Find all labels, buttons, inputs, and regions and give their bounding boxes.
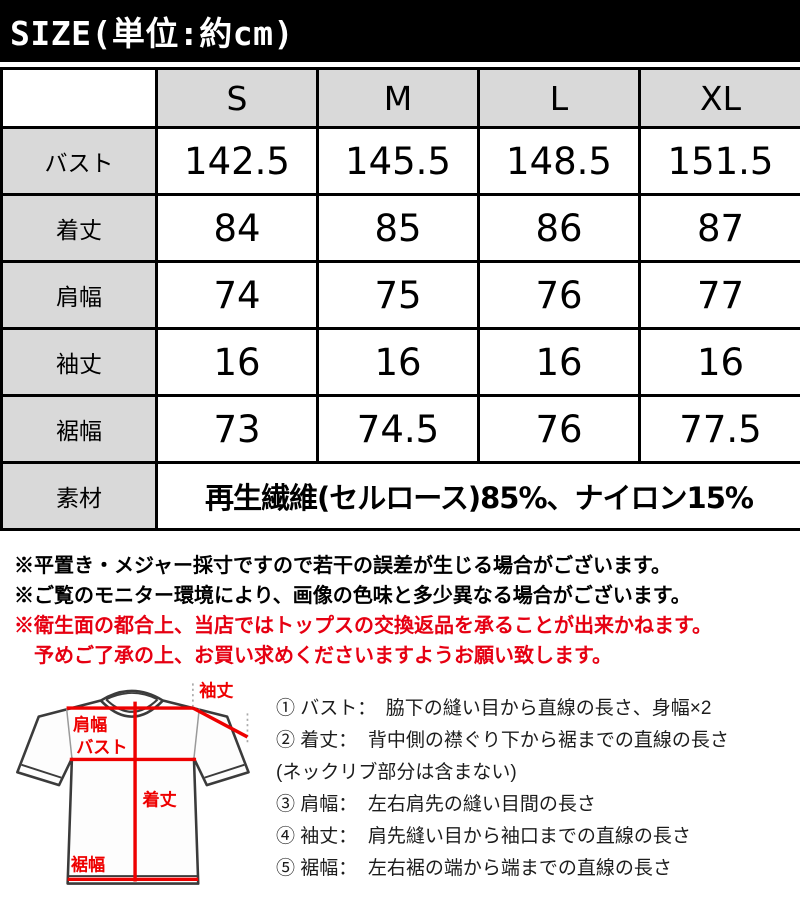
cell-sleeve-xl: 16 <box>640 329 800 396</box>
cell-shoulder-s: 74 <box>157 262 318 329</box>
row-label-material: 素材 <box>2 463 157 530</box>
guide-line-hem: ⑤ 裾幅： 左右裾の端から端までの直線の長さ <box>276 853 729 885</box>
table-corner-cell <box>2 69 157 128</box>
cell-length-xl: 87 <box>640 195 800 262</box>
cell-shoulder-l: 76 <box>479 262 640 329</box>
column-header-m: M <box>318 69 479 128</box>
measure-guide: ① バスト： 脇下の縫い目から直線の長さ、身幅×2 ② 着丈： 背中側の襟ぐり下… <box>276 677 729 910</box>
cell-hem-s: 73 <box>157 396 318 463</box>
cell-sleeve-l: 16 <box>479 329 640 396</box>
row-label-shoulder: 肩幅 <box>2 262 157 329</box>
guide-line-sleeve: ④ 袖丈： 肩先縫い目から袖口までの直線の長さ <box>276 821 729 853</box>
cell-sleeve-s: 16 <box>157 329 318 396</box>
bust-label: バスト <box>76 738 127 757</box>
cell-hem-m: 74.5 <box>318 396 479 463</box>
shoulder-label: 肩幅 <box>73 715 107 735</box>
tshirt-diagram-svg: 肩幅 バスト 着丈 裾幅 袖丈 <box>0 677 268 905</box>
table-row-sleeve: 袖丈 16 16 16 16 <box>2 329 800 396</box>
page-title: SIZE(単位:約cm) <box>10 7 294 55</box>
guide-line-shoulder: ③ 肩幅： 左右肩先の縫い目間の長さ <box>276 789 729 821</box>
column-header-s: S <box>157 69 318 128</box>
cell-shoulder-m: 75 <box>318 262 479 329</box>
cell-shoulder-xl: 77 <box>640 262 800 329</box>
row-label-sleeve: 袖丈 <box>2 329 157 396</box>
cell-length-l: 86 <box>479 195 640 262</box>
cell-sleeve-m: 16 <box>318 329 479 396</box>
row-label-bust: バスト <box>2 128 157 195</box>
cell-bust-xl: 151.5 <box>640 128 800 195</box>
cell-bust-m: 145.5 <box>318 128 479 195</box>
cell-length-m: 85 <box>318 195 479 262</box>
guide-line-length-note: (ネックリブ部分は含まない) <box>276 757 729 789</box>
note-no-return-1: ※衛生面の都合上、当店ではトップスの交換返品を承ることが出来かねます。 <box>14 611 800 641</box>
row-label-length: 着丈 <box>2 195 157 262</box>
table-row-length: 着丈 84 85 86 87 <box>2 195 800 262</box>
hem-label: 裾幅 <box>71 855 105 875</box>
guide-line-length: ② 着丈： 背中側の襟ぐり下から裾までの直線の長さ <box>276 725 729 757</box>
column-header-xl: XL <box>640 69 800 128</box>
table-row-bust: バスト 142.5 145.5 148.5 151.5 <box>2 128 800 195</box>
length-label: 着丈 <box>142 789 177 809</box>
measure-section: 肩幅 バスト 着丈 裾幅 袖丈 ① バスト： 脇下の縫い目から直線の長さ、身幅×… <box>0 677 800 910</box>
cell-material: 再生繊維(セルロース)85%、ナイロン15% <box>157 463 800 530</box>
guide-line-bust: ① バスト： 脇下の縫い目から直線の長さ、身幅×2 <box>276 693 729 725</box>
table-row-hem: 裾幅 73 74.5 76 77.5 <box>2 396 800 463</box>
cell-length-s: 84 <box>157 195 318 262</box>
tshirt-diagram: 肩幅 バスト 着丈 裾幅 袖丈 <box>0 677 268 910</box>
note-monitor-color: ※ご覧のモニター環境により、画像の色味と多少異なる場合がございます。 <box>14 581 800 611</box>
table-row-shoulder: 肩幅 74 75 76 77 <box>2 262 800 329</box>
note-no-return-2: 予めご了承の上、お買い求めくださいますようお願い致します。 <box>14 641 800 671</box>
sleeve-label: 袖丈 <box>199 680 233 700</box>
cell-bust-s: 142.5 <box>157 128 318 195</box>
column-header-l: L <box>479 69 640 128</box>
cell-hem-l: 76 <box>479 396 640 463</box>
notes-section: ※平置き・メジャー採寸ですので若干の誤差が生じる場合がございます。 ※ご覧のモニ… <box>14 551 800 671</box>
table-header-row: S M L XL <box>2 69 800 128</box>
row-label-hem: 裾幅 <box>2 396 157 463</box>
note-measure-tolerance: ※平置き・メジャー採寸ですので若干の誤差が生じる場合がございます。 <box>14 551 800 581</box>
size-table: S M L XL バスト 142.5 145.5 148.5 151.5 着丈 … <box>0 67 800 531</box>
table-row-material: 素材 再生繊維(セルロース)85%、ナイロン15% <box>2 463 800 530</box>
cell-hem-xl: 77.5 <box>640 396 800 463</box>
cell-bust-l: 148.5 <box>479 128 640 195</box>
size-chart-titlebar: SIZE(単位:約cm) <box>0 0 800 62</box>
